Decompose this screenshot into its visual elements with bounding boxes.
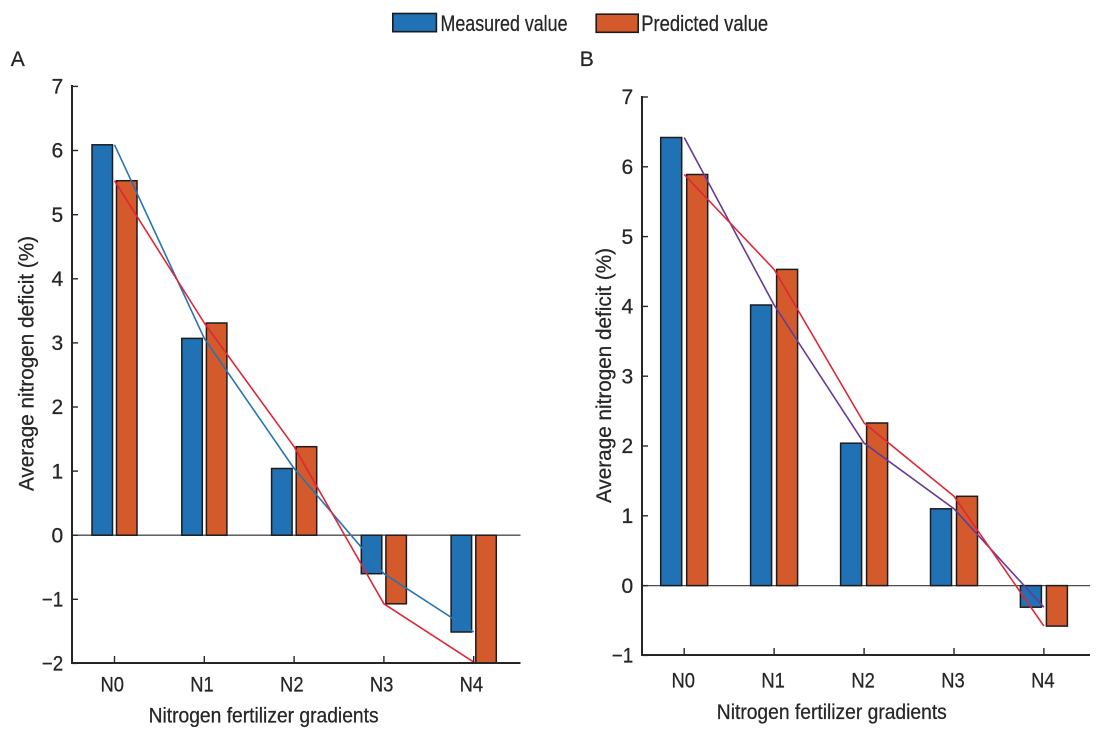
svg-text:1: 1 bbox=[52, 460, 64, 483]
svg-text:N1: N1 bbox=[761, 669, 785, 692]
svg-text:N0: N0 bbox=[100, 674, 124, 697]
svg-text:A: A bbox=[11, 48, 25, 71]
svg-text:B: B bbox=[580, 48, 594, 71]
svg-text:7: 7 bbox=[622, 86, 634, 109]
svg-text:7: 7 bbox=[52, 76, 64, 99]
svg-text:−1: −1 bbox=[612, 645, 634, 668]
svg-text:5: 5 bbox=[52, 204, 64, 227]
svg-text:6: 6 bbox=[52, 140, 64, 163]
svg-text:4: 4 bbox=[622, 296, 634, 319]
svg-text:N2: N2 bbox=[851, 669, 875, 692]
svg-text:Predicted value: Predicted value bbox=[641, 11, 768, 36]
svg-text:N3: N3 bbox=[370, 674, 394, 697]
svg-text:N0: N0 bbox=[671, 669, 695, 692]
svg-text:0: 0 bbox=[52, 524, 64, 547]
svg-text:1: 1 bbox=[622, 505, 634, 528]
svg-text:N1: N1 bbox=[190, 674, 214, 697]
svg-text:Average nitrogen deficit (%): Average nitrogen deficit (%) bbox=[16, 236, 39, 491]
svg-text:3: 3 bbox=[622, 365, 634, 388]
svg-text:2: 2 bbox=[52, 396, 64, 419]
svg-text:Nitrogen fertilizer gradients: Nitrogen fertilizer gradients bbox=[717, 701, 947, 724]
svg-text:5: 5 bbox=[622, 226, 634, 249]
svg-text:N4: N4 bbox=[1031, 669, 1055, 692]
svg-text:2: 2 bbox=[622, 435, 634, 458]
svg-text:Nitrogen fertilizer gradients: Nitrogen fertilizer gradients bbox=[149, 705, 379, 728]
svg-text:6: 6 bbox=[622, 156, 634, 179]
svg-text:N3: N3 bbox=[941, 669, 965, 692]
svg-text:−1: −1 bbox=[42, 589, 64, 612]
svg-text:0: 0 bbox=[622, 575, 634, 598]
svg-text:3: 3 bbox=[52, 332, 64, 355]
svg-text:Average nitrogen deficit (%): Average nitrogen deficit (%) bbox=[593, 248, 616, 503]
svg-text:4: 4 bbox=[52, 268, 64, 291]
svg-text:−2: −2 bbox=[42, 653, 64, 676]
svg-text:N2: N2 bbox=[280, 674, 304, 697]
svg-text:Measured value: Measured value bbox=[441, 11, 568, 36]
svg-text:N4: N4 bbox=[460, 674, 484, 697]
